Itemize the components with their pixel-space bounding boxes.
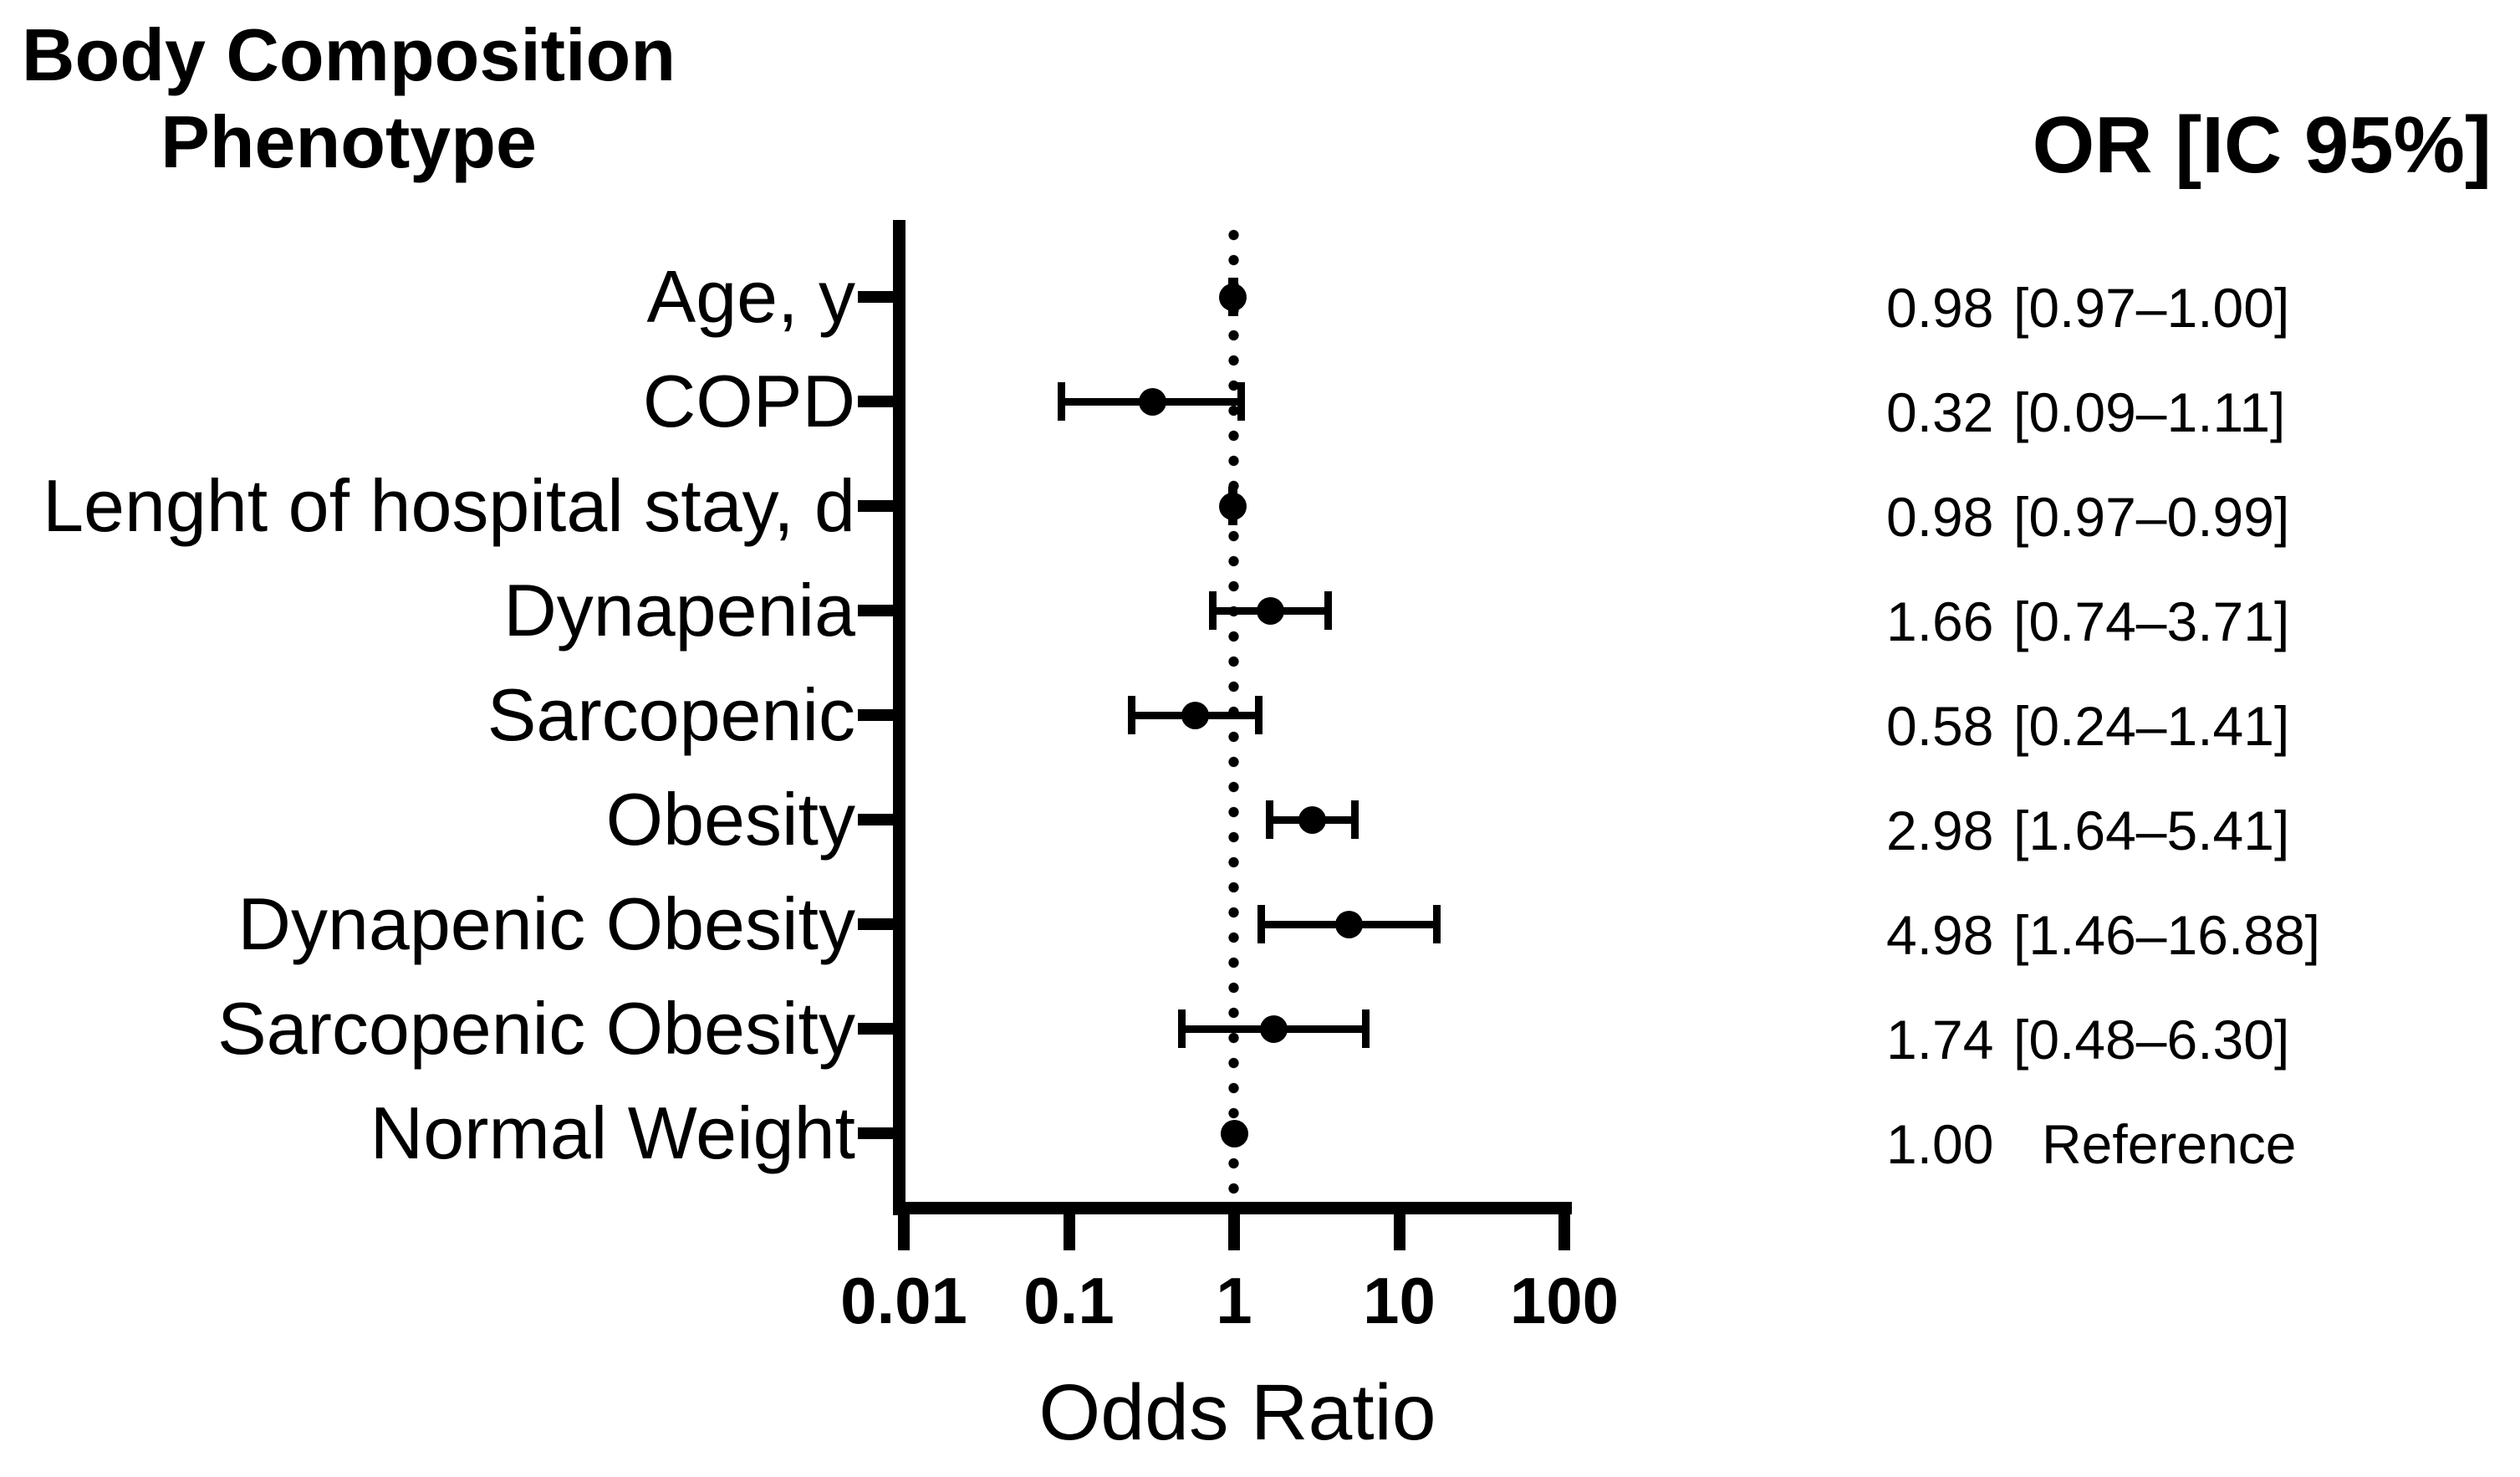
y-axis-tick xyxy=(858,709,893,721)
figure-title-line2: Phenotype xyxy=(161,100,537,183)
x-axis-tick xyxy=(1558,1209,1570,1250)
or-value: 0.32 xyxy=(1886,381,1994,443)
or-value: 1.66 xyxy=(1886,590,1994,652)
point-marker xyxy=(1181,701,1209,729)
category-label: Dynapenia xyxy=(503,569,855,652)
or-value-row: 0.98 [0.97–0.99] xyxy=(1886,483,2289,550)
ci-value: Reference xyxy=(2042,1113,2297,1175)
y-axis-tick xyxy=(858,1023,893,1035)
ci-cap-left xyxy=(1128,696,1136,734)
x-tick-label: 100 xyxy=(1509,1264,1620,1337)
point-marker xyxy=(1298,805,1327,834)
y-axis-tick xyxy=(858,500,893,512)
x-axis-tick xyxy=(1228,1209,1240,1250)
y-axis-tick xyxy=(858,1127,893,1139)
or-value-row: 0.58 [0.24–1.41] xyxy=(1886,693,2289,759)
ci-value: [0.24–1.41] xyxy=(2013,695,2290,757)
or-value-row: 4.98 [1.46–16.88] xyxy=(1886,902,2320,968)
or-value-row: 0.32 [0.09–1.11] xyxy=(1886,379,2285,446)
ci-cap-right xyxy=(1254,696,1263,734)
y-axis-tick xyxy=(858,291,893,303)
point-marker xyxy=(1335,910,1364,938)
ci-cap-right xyxy=(1432,905,1441,943)
figure-title: Body Composition Phenotype xyxy=(18,12,679,186)
category-label: Lenght of hospital stay, d xyxy=(43,464,855,547)
or-value-row: 1.66 [0.74–3.71] xyxy=(1886,588,2289,655)
ci-value: [0.48–6.30] xyxy=(2013,1009,2290,1071)
or-value: 0.98 xyxy=(1886,486,1994,548)
category-label: Sarcopenic Obesity xyxy=(217,987,855,1070)
category-label: Sarcopenic xyxy=(487,673,855,756)
ci-cap-left xyxy=(1208,591,1217,630)
x-axis-tick xyxy=(1063,1209,1075,1250)
ci-cap-left xyxy=(1257,905,1265,943)
y-axis-tick xyxy=(858,814,893,825)
x-axis-tick xyxy=(898,1209,910,1250)
category-label: COPD xyxy=(642,360,855,442)
or-value-row: 2.98 [1.64–5.41] xyxy=(1886,797,2289,864)
ci-cap-left xyxy=(1177,1009,1186,1048)
ci-value: [1.64–5.41] xyxy=(2013,800,2290,861)
point-marker xyxy=(1138,387,1166,416)
y-axis-line xyxy=(893,220,905,1215)
ci-value: [0.09–1.11] xyxy=(2013,381,2286,443)
ci-cap-left xyxy=(1057,382,1065,421)
or-value-row: 1.74 [0.48–6.30] xyxy=(1886,1006,2289,1073)
or-value: 1.74 xyxy=(1886,1009,1994,1071)
ci-value: [0.97–0.99] xyxy=(2013,486,2290,548)
or-value: 2.98 xyxy=(1886,800,1994,861)
point-marker xyxy=(1256,596,1284,625)
ci-cap-right xyxy=(1324,591,1332,630)
y-axis-tick xyxy=(858,396,893,407)
or-value-row: 1.00 Reference xyxy=(1886,1111,2297,1178)
x-tick-label: 1 xyxy=(1216,1264,1252,1337)
or-value: 0.98 xyxy=(1886,277,1994,339)
y-axis-tick xyxy=(858,918,893,930)
point-marker xyxy=(1218,283,1247,311)
x-tick-label: 0.01 xyxy=(840,1264,967,1337)
ci-cap-right xyxy=(1237,382,1246,421)
point-marker xyxy=(1260,1014,1288,1043)
category-label: Obesity xyxy=(605,778,855,861)
ci-cap-right xyxy=(1351,800,1359,839)
x-tick-label: 10 xyxy=(1363,1264,1436,1337)
or-column-header: OR [IC 95%] xyxy=(2032,100,2492,190)
or-value: 4.98 xyxy=(1886,904,1994,966)
category-label: Normal Weight xyxy=(370,1091,855,1174)
point-marker xyxy=(1220,1119,1248,1147)
y-axis-tick xyxy=(858,605,893,616)
or-value: 1.00 xyxy=(1886,1113,1994,1175)
ci-cap-left xyxy=(1265,800,1273,839)
or-value: 0.58 xyxy=(1886,695,1994,757)
ci-value: [0.74–3.71] xyxy=(2013,590,2290,652)
or-value-row: 0.98 [0.97–1.00] xyxy=(1886,274,2289,341)
point-marker xyxy=(1218,492,1247,520)
ci-value: [1.46–16.88] xyxy=(2013,904,2320,966)
ci-value: [0.97–1.00] xyxy=(2013,277,2290,339)
x-axis-label: Odds Ratio xyxy=(1038,1368,1436,1457)
x-tick-label: 0.1 xyxy=(1023,1264,1115,1337)
category-label: Dynapenic Obesity xyxy=(237,882,855,965)
ci-cap-right xyxy=(1362,1009,1370,1048)
figure-title-line1: Body Composition xyxy=(21,13,676,96)
category-label: Age, y xyxy=(646,255,855,338)
x-axis-tick xyxy=(1393,1209,1405,1250)
